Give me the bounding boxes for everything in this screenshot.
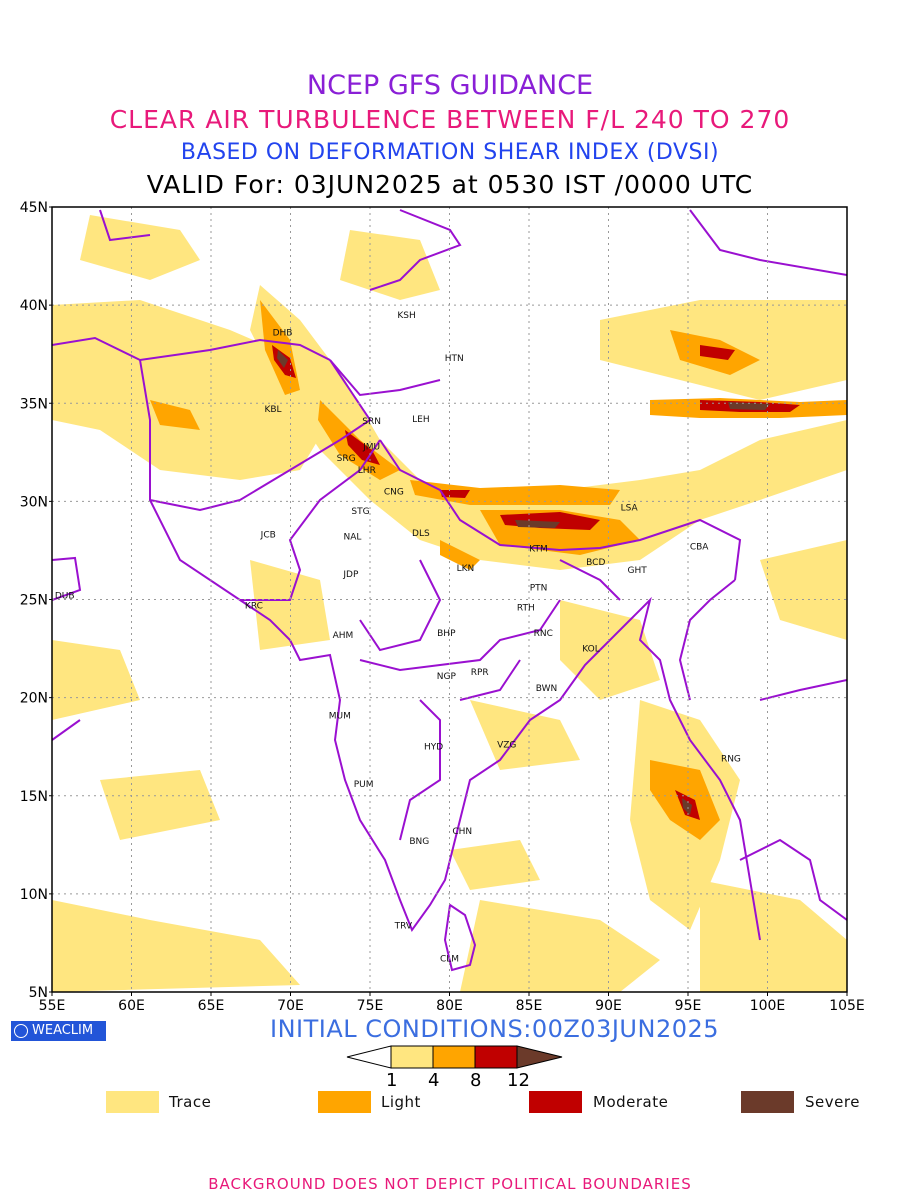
lat-label: 35N xyxy=(20,396,48,412)
station-bcd: BCD xyxy=(586,558,605,568)
station-jdp: JDP xyxy=(342,570,359,580)
lon-label: 60E xyxy=(118,998,145,1014)
lat-label: 25N xyxy=(20,593,48,609)
station-htn: HTN xyxy=(445,354,464,364)
station-dls: DLS xyxy=(412,529,430,539)
colorbar-segment-trace xyxy=(390,1045,434,1069)
colorbar-low-arrow xyxy=(346,1045,392,1069)
longitude-labels: 55E 60E 65E 70E 75E 80E 85E 90E 95E 100E 105E xyxy=(39,992,865,1014)
station-ngp: NGP xyxy=(437,672,457,682)
trace-areas xyxy=(52,215,847,992)
legend-label-moderate: Moderate xyxy=(593,1093,669,1111)
colorbar-high-arrow xyxy=(516,1045,563,1069)
lon-label: 100E xyxy=(750,998,786,1014)
legend-label-severe: Severe xyxy=(805,1093,860,1111)
legend-label-trace: Trace xyxy=(169,1093,212,1111)
station-ktm: KTM xyxy=(529,544,547,554)
brand-name: WEACLIM xyxy=(32,1023,94,1038)
severe-areas xyxy=(277,350,770,815)
station-jmu: JMU xyxy=(362,442,380,452)
station-trv: TRV xyxy=(394,921,413,931)
station-srn: SRN xyxy=(362,417,381,427)
latitude-labels: 45N 40N 35N 30N 25N 20N 15N 10N 5N xyxy=(20,200,52,1001)
station-vzg: VZG xyxy=(497,741,516,751)
lon-label: 55E xyxy=(39,998,66,1014)
disclaimer: BACKGROUND DOES NOT DEPICT POLITICAL BOU… xyxy=(208,1175,692,1193)
station-cba: CBA xyxy=(690,543,709,553)
station-dhb: DHB xyxy=(273,329,293,339)
lat-label: 30N xyxy=(20,494,48,510)
lon-label: 80E xyxy=(436,998,463,1014)
colorbar-tick-8: 8 xyxy=(470,1070,482,1091)
station-rpr: RPR xyxy=(471,668,489,678)
colorbar-segment-light xyxy=(432,1045,476,1069)
legend-swatch-trace xyxy=(106,1091,159,1113)
station-ptn: PTN xyxy=(530,584,548,594)
station-ght: GHT xyxy=(627,566,647,576)
station-chn: CHN xyxy=(452,827,472,837)
station-rng: RNG xyxy=(721,754,741,764)
station-krc: KRC xyxy=(245,601,263,611)
station-hyd: HYD xyxy=(424,743,443,753)
lon-label: 90E xyxy=(595,998,622,1014)
chart-subtitle: CLEAR AIR TURBULENCE BETWEEN F/L 240 TO … xyxy=(109,105,791,134)
station-srg: SRG xyxy=(337,454,356,464)
station-nal: NAL xyxy=(344,533,362,543)
station-clm: CLM xyxy=(440,955,459,965)
colorbar xyxy=(346,1045,563,1069)
lat-label: 10N xyxy=(20,887,48,903)
station-kol: KOL xyxy=(582,645,600,655)
lat-label: 15N xyxy=(20,789,48,805)
brand-circle-icon xyxy=(14,1024,28,1038)
lon-label: 75E xyxy=(357,998,384,1014)
station-mum: MUM xyxy=(329,711,351,721)
station-rth: RTH xyxy=(517,603,535,613)
station-ahm: AHM xyxy=(333,631,354,641)
station-lkn: LKN xyxy=(457,564,475,574)
station-dub: DUB xyxy=(55,592,75,602)
lon-label: 85E xyxy=(516,998,543,1014)
colorbar-tick-4: 4 xyxy=(428,1070,440,1091)
colorbar-segment-moderate xyxy=(474,1045,518,1069)
index-line: BASED ON DEFORMATION SHEAR INDEX (DVSI) xyxy=(180,140,720,165)
station-rnc: RNC xyxy=(534,629,553,639)
lon-label: 70E xyxy=(277,998,304,1014)
station-cng: CNG xyxy=(384,488,404,498)
legend-swatch-light xyxy=(318,1091,371,1113)
station-bwn: BWN xyxy=(536,684,558,694)
gridlines xyxy=(52,207,847,992)
legend-swatch-severe xyxy=(741,1091,794,1113)
station-lsa: LSA xyxy=(621,503,639,513)
legend-swatch-moderate xyxy=(529,1091,582,1113)
lat-label: 20N xyxy=(20,691,48,707)
boundary-lines xyxy=(52,209,847,972)
station-bhp: BHP xyxy=(437,629,456,639)
station-jcb: JCB xyxy=(260,531,276,541)
lat-label: 5N xyxy=(29,985,48,1001)
legend-label-light: Light xyxy=(381,1093,421,1111)
station-bng: BNG xyxy=(409,837,429,847)
initial-conditions: INITIAL CONDITIONS:00Z03JUN2025 xyxy=(270,1015,720,1043)
lat-label: 40N xyxy=(20,298,48,314)
station-leh: LEH xyxy=(412,415,429,425)
colorbar-tick-1: 1 xyxy=(386,1070,398,1091)
station-stg: STG xyxy=(351,507,369,517)
station-lhr: LHR xyxy=(358,466,376,476)
station-ksh: KSH xyxy=(397,311,415,321)
station-kbl: KBL xyxy=(264,405,281,415)
lon-label: 65E xyxy=(198,998,225,1014)
lon-label: 95E xyxy=(675,998,702,1014)
chart-title: NCEP GFS GUIDANCE xyxy=(306,70,594,101)
colorbar-tick-12: 12 xyxy=(507,1070,530,1091)
valid-time-line: VALID For: 03JUN2025 at 0530 IST /0000 U… xyxy=(146,170,754,199)
lat-label: 45N xyxy=(20,200,48,216)
weaclim-logo: WEACLIM xyxy=(11,1021,106,1041)
lon-label: 105E xyxy=(829,998,865,1014)
station-pum: PUM xyxy=(354,780,374,790)
